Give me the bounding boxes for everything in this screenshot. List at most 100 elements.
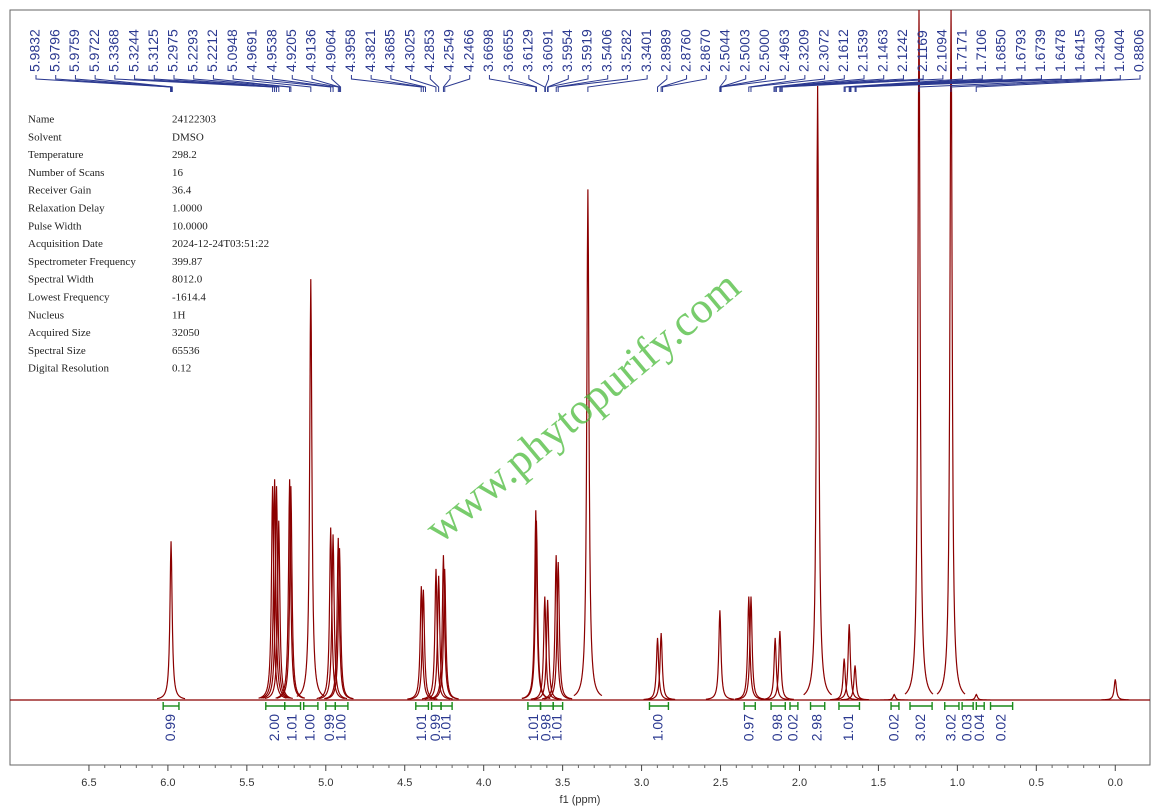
peak-label: 2.8760 (677, 29, 693, 72)
peak-label: 3.5282 (618, 29, 634, 72)
peak-label: 1.7106 (973, 29, 989, 72)
param-name: Spectrometer Frequency (28, 256, 136, 268)
peak-label: 5.3244 (125, 29, 141, 72)
peak-label: 3.5954 (559, 29, 575, 72)
param-name: Lowest Frequency (28, 292, 110, 304)
integral-label: 1.00 (650, 714, 666, 741)
peak (1101, 679, 1130, 701)
peak (260, 479, 289, 699)
peak-label: 4.9691 (244, 29, 260, 72)
param-value: 32050 (172, 327, 200, 339)
integral-label: 0.99 (162, 714, 178, 741)
param-name: Acquisition Date (28, 238, 103, 250)
peak-label: 0.8806 (1131, 29, 1147, 72)
peak-label: 4.3025 (401, 29, 417, 72)
param-name: Relaxation Delay (28, 203, 105, 215)
peak-label: 4.2853 (421, 29, 437, 72)
peak-label: 3.6698 (480, 29, 496, 72)
param-name: Temperature (28, 149, 84, 161)
integral (302, 702, 319, 710)
integral-label: 1.01 (840, 714, 856, 741)
integral-label: 2.98 (808, 714, 824, 741)
peak-label-connector (114, 75, 274, 92)
integral (552, 702, 564, 710)
peak-label: 4.9538 (263, 29, 279, 72)
peak (522, 520, 551, 700)
param-name: Digital Resolution (28, 363, 109, 375)
peak-label-connector (153, 75, 277, 92)
peak-label-connector (55, 75, 172, 92)
peak (542, 555, 571, 700)
param-name: Spectral Size (28, 345, 86, 357)
peak (761, 637, 790, 701)
peak-label: 2.1094 (934, 29, 950, 72)
peak-label-connector (370, 75, 424, 92)
param-value: 24122303 (172, 114, 217, 126)
integral (527, 702, 542, 710)
peak-label: 2.1169 (914, 30, 930, 72)
peak-label-connector (781, 75, 944, 92)
peak-label-connector (134, 75, 276, 92)
peak-label-connector (918, 75, 1102, 92)
peak-label-connector (975, 75, 1141, 92)
peak-label: 1.6793 (1012, 29, 1028, 72)
param-value: 298.2 (172, 149, 197, 161)
peak-label-connector (193, 75, 291, 92)
peak-label-connector (547, 75, 589, 92)
integral-label: 3.02 (912, 714, 928, 741)
integral-label: 0.02 (785, 714, 801, 741)
peak-label: 1.0404 (1111, 29, 1127, 72)
peak-label: 5.9796 (46, 29, 62, 72)
peak-label-connector (311, 75, 340, 92)
integral (890, 702, 900, 710)
integral-label: 0.97 (740, 714, 756, 741)
integral (944, 702, 960, 710)
peak-label: 5.2212 (204, 29, 220, 72)
integral (989, 702, 1014, 710)
peak-label: 1.7171 (953, 29, 969, 72)
peak-label-connector (719, 75, 727, 92)
peak-label: 1.6415 (1072, 29, 1088, 72)
x-axis-label: f1 (ppm) (560, 794, 601, 806)
peak (421, 568, 451, 700)
integral-label: 0.99 (427, 714, 443, 741)
peak (325, 548, 354, 700)
peak-label: 1.6850 (993, 29, 1009, 72)
integral-label: 0.99 (321, 714, 337, 741)
param-value: 16 (172, 167, 184, 179)
peak-label-connector (855, 75, 1082, 92)
peak-label-connector (844, 75, 983, 92)
peak-label: 4.3685 (382, 29, 398, 72)
integral (415, 702, 430, 710)
peak-label-connector (775, 75, 885, 92)
integral-label: 0.02 (886, 714, 902, 741)
peak-label-connector (720, 75, 766, 92)
integral (430, 702, 442, 710)
peak-label-connector (950, 75, 1121, 92)
integral (909, 702, 933, 710)
peak-label-connector (748, 75, 806, 92)
x-tick-label: 3.0 (634, 777, 649, 789)
peak-label-connector (720, 75, 786, 92)
integral-label: 1.00 (301, 714, 317, 741)
peak-label-connector (774, 75, 865, 92)
peak (880, 693, 909, 701)
peak-label-connector (528, 75, 546, 92)
peak-label-connector (212, 75, 292, 92)
plot-frame (9, 9, 1151, 766)
peak-label: 3.6655 (500, 29, 516, 72)
peak (430, 568, 459, 700)
integral (838, 702, 861, 710)
peak-label: 2.1463 (874, 29, 890, 72)
peak-label: 4.2549 (441, 29, 457, 72)
peak-label-connector (779, 75, 904, 92)
peak-label: 5.2975 (165, 29, 181, 72)
param-name: Name (28, 114, 54, 126)
peak-label-connector (544, 75, 550, 92)
peak-label-connector (291, 75, 339, 92)
peak-label: 3.6091 (539, 29, 555, 72)
peak-label: 2.3072 (815, 29, 831, 72)
x-tick-label: 5.5 (239, 777, 254, 789)
